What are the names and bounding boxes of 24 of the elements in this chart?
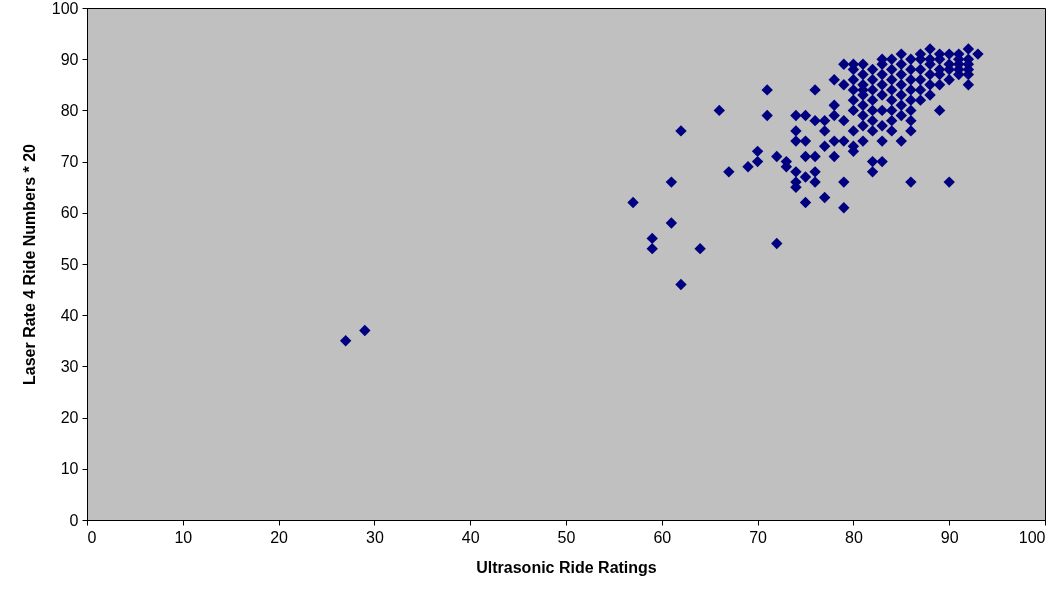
y-tick-label: 60 xyxy=(60,204,79,222)
x-tick-label: 90 xyxy=(940,528,959,546)
y-tick-label: 10 xyxy=(60,460,79,478)
y-tick-label: 70 xyxy=(60,153,79,171)
y-tick-label: 20 xyxy=(60,409,79,427)
x-tick-label: 30 xyxy=(366,528,384,546)
y-tick-label: 0 xyxy=(69,511,79,529)
x-tick-label: 40 xyxy=(461,528,480,546)
y-tick-label: 40 xyxy=(60,306,79,324)
y-axis-title: Laser Rate 4 Ride Numbers * 20 xyxy=(20,143,38,385)
y-tick-label: 50 xyxy=(60,255,79,273)
y-tick-label: 80 xyxy=(60,101,79,119)
x-tick-label: 20 xyxy=(270,528,289,546)
x-tick-label: 60 xyxy=(653,528,672,546)
x-tick-label: 0 xyxy=(87,528,97,546)
x-tick-label: 50 xyxy=(557,528,576,546)
x-tick-label: 80 xyxy=(845,528,863,546)
x-tick-label: 70 xyxy=(749,528,768,546)
x-axis-title: Ultrasonic Ride Ratings xyxy=(476,558,657,576)
x-tick-label: 10 xyxy=(174,528,193,546)
y-tick-label: 30 xyxy=(60,357,79,375)
y-tick-label: 100 xyxy=(51,0,79,17)
y-tick-label: 90 xyxy=(60,50,79,68)
x-tick-label: 100 xyxy=(1018,528,1046,546)
